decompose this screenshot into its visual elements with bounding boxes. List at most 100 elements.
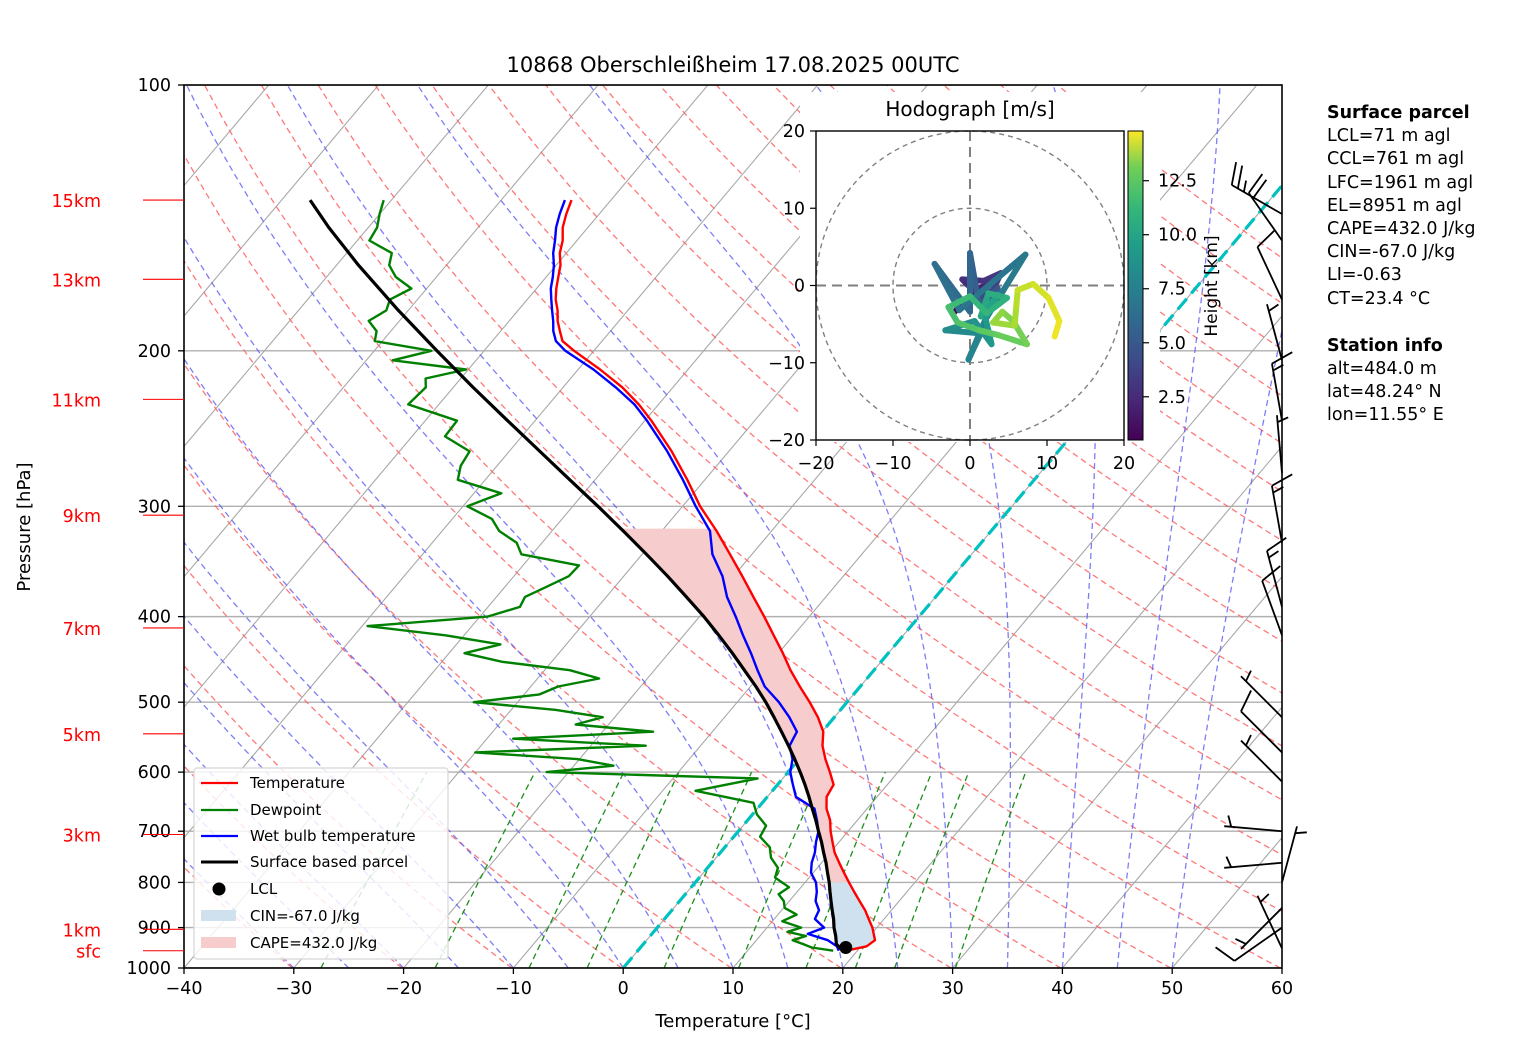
station-latitude: lat=48.24° N (1327, 382, 1442, 403)
barb-full-feather (1271, 473, 1293, 487)
hodograph-background (800, 92, 1160, 442)
moist-adiabat (1171, 326, 1282, 968)
wind-barb (1230, 161, 1283, 215)
legend-swatch-cin (201, 910, 236, 921)
dry-adiabat (374, 85, 1282, 856)
y-tick-label: 500 (138, 693, 171, 713)
mixing-ratio-line (854, 771, 933, 968)
moist-adiabat (184, 457, 624, 968)
barb-staff (1266, 304, 1283, 361)
hodograph-x-tick-label: −20 (798, 454, 835, 474)
wind-barb (1256, 893, 1283, 949)
height-tick-label: 1km (63, 921, 101, 941)
dry-adiabat (184, 564, 622, 968)
barb-staff (1240, 739, 1283, 783)
moist-adiabat (1116, 85, 1221, 968)
barb-full-feather (1266, 537, 1287, 552)
surface-parcel-cape: CAPE=432.0 J/kg (1327, 219, 1476, 240)
barb-staff (1231, 184, 1283, 215)
barb-half-feather (1245, 734, 1252, 746)
mixing-ratio-line (434, 771, 536, 968)
hodograph-y-tick-label: −20 (768, 431, 805, 451)
x-tick-label: 0 (618, 979, 629, 999)
hodograph-trace (931, 250, 1063, 363)
hodograph-segment (983, 294, 1010, 317)
colorbar-tick-label: 2.5 (1158, 388, 1186, 408)
wind-barb (1271, 351, 1293, 421)
height-tick-label: 11km (52, 391, 101, 411)
barb-full-feather (1271, 351, 1293, 365)
isotherm (184, 85, 379, 317)
barb-staff (1276, 415, 1283, 474)
hodograph-segment (1011, 304, 1020, 329)
wind-barb (1261, 565, 1283, 636)
cape-fill (620, 528, 849, 883)
cin-fill (829, 882, 875, 951)
surface-parcel-lcl: LCL=71 m agl (1327, 126, 1451, 147)
barb-half-feather (1277, 416, 1289, 423)
legend-label: Temperature (249, 774, 345, 792)
height-tick-label: 15km (52, 192, 101, 212)
isotherm (184, 85, 489, 448)
dry-adiabat (184, 153, 1062, 968)
wind-barb (1224, 815, 1283, 833)
mixing-ratio-line (893, 771, 970, 968)
hodograph-x-tick-label: 10 (1036, 454, 1058, 474)
x-tick-label: 30 (941, 979, 963, 999)
barb-staff (1240, 675, 1283, 718)
barb-full-feather (1230, 161, 1237, 186)
barb-full-feather (1252, 179, 1268, 200)
y-tick-label: 1000 (126, 959, 171, 979)
x-axis-label: Temperature [°C] (654, 1011, 810, 1032)
barb-half-feather (1227, 815, 1233, 827)
parcel-line (308, 199, 845, 952)
legend-label: LCL (250, 880, 278, 898)
surface-parcel-heading: Surface parcel (1327, 103, 1470, 123)
wind-barb (1240, 734, 1283, 783)
mixing-ratio-line (528, 771, 625, 968)
hodograph-ticks: −20 −10 0 10 20 −20 −10 0 10 20 (768, 122, 1135, 474)
hodograph-segment (1051, 318, 1063, 340)
hodograph-segment (976, 327, 1001, 338)
barb-staff (1281, 826, 1298, 883)
hodograph-segment (945, 304, 961, 326)
colorbar-tick-label: 7.5 (1158, 280, 1186, 300)
y-tick-label: 400 (138, 608, 171, 628)
hodograph-segment (1030, 280, 1052, 301)
barb-staff (1224, 861, 1283, 869)
y-tick-label: 200 (138, 342, 171, 362)
barb-staff (1271, 363, 1283, 421)
wind-barb (1240, 670, 1283, 718)
y-tick-label: 300 (138, 497, 171, 517)
x-tick-label: −10 (495, 979, 532, 999)
height-tick-label: 3km (63, 826, 101, 846)
surface-parcel-lfc: LFC=1961 m agl (1327, 172, 1474, 193)
mixing-ratio-line (954, 771, 1027, 968)
barb-half-feather (1245, 670, 1252, 682)
moist-adiabat (184, 681, 459, 968)
colorbar (1127, 130, 1144, 441)
y-tick-label: 600 (138, 763, 171, 783)
barb-full-feather (1215, 946, 1236, 962)
height-tick-label: 13km (52, 271, 101, 291)
x-tick-label: −40 (166, 979, 203, 999)
legend-swatch-cape (201, 937, 236, 948)
height-tick-label: 9km (63, 507, 101, 527)
barb-full-feather (1261, 565, 1281, 582)
wind-barbs (1215, 161, 1307, 962)
height-tick-label: 5km (63, 726, 101, 746)
dry-adiabat (829, 85, 1282, 445)
mixing-ratio-line (663, 771, 753, 968)
isotherm (1061, 706, 1282, 968)
wind-barb (1215, 926, 1283, 962)
temperature-line (554, 199, 877, 952)
barb-half-feather (1259, 893, 1270, 903)
x-tick-label: 60 (1271, 979, 1293, 999)
hodograph-x-tick-label: −10 (875, 454, 912, 474)
y-tick-label: 900 (138, 919, 171, 939)
dry-adiabat (317, 85, 1282, 913)
lcl-marker (839, 941, 853, 955)
barb-half-feather (1268, 550, 1279, 559)
dewpoint-line (366, 199, 834, 952)
